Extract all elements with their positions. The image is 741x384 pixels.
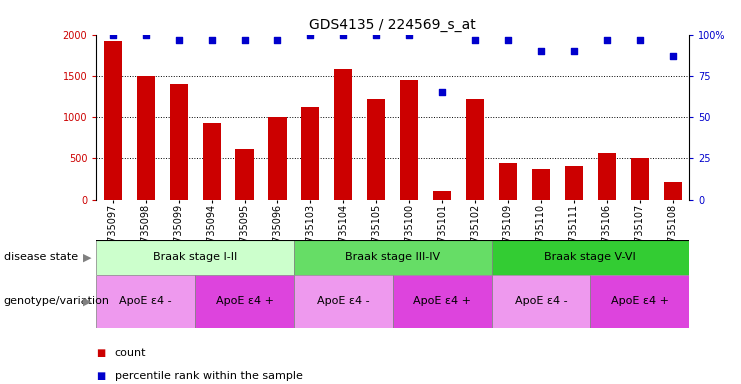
Text: Braak stage III-IV: Braak stage III-IV [345,252,440,262]
Bar [368,99,385,200]
Point [502,36,514,43]
Bar [491,275,591,328]
Bar [334,69,353,200]
Point [239,36,250,43]
Text: ▶: ▶ [83,296,91,306]
Bar [96,240,294,275]
Text: ApoE ε4 -: ApoE ε4 - [317,296,370,306]
Point [337,31,349,38]
Point [370,31,382,38]
Text: genotype/variation: genotype/variation [4,296,110,306]
Bar [236,149,253,200]
Bar [400,80,418,200]
Text: ApoE ε4 -: ApoE ε4 - [514,296,568,306]
Point [140,31,152,38]
Point [403,31,415,38]
Text: ApoE ε4 +: ApoE ε4 + [216,296,273,306]
Point [634,36,645,43]
Bar [202,123,221,200]
Text: Braak stage V-VI: Braak stage V-VI [545,252,637,262]
Point [568,48,579,54]
Point [173,36,185,43]
Bar [491,240,689,275]
Bar [195,275,294,328]
Text: ApoE ε4 +: ApoE ε4 + [611,296,668,306]
Bar [268,117,287,200]
Bar [466,99,484,200]
Bar [294,240,491,275]
Bar [170,84,187,200]
Point [107,31,119,38]
Point [469,36,481,43]
Text: ■: ■ [96,348,105,358]
Bar [136,76,155,200]
Point [206,36,218,43]
Point [667,53,679,59]
Point [271,36,283,43]
Bar [393,275,491,328]
Text: ApoE ε4 -: ApoE ε4 - [119,296,172,306]
Bar [664,182,682,200]
Text: count: count [115,348,147,358]
Bar [104,41,122,200]
Text: disease state: disease state [4,252,78,262]
Bar [433,192,451,200]
Text: ApoE ε4 +: ApoE ε4 + [413,296,471,306]
Bar [294,275,393,328]
Text: Braak stage I-II: Braak stage I-II [153,252,237,262]
Title: GDS4135 / 224569_s_at: GDS4135 / 224569_s_at [309,18,476,32]
Text: ■: ■ [96,371,105,381]
Bar [598,154,616,200]
Bar [532,169,550,200]
Bar [499,162,517,200]
Point [601,36,613,43]
Bar [631,159,649,200]
Bar [591,275,689,328]
Point [305,31,316,38]
Point [535,48,547,54]
Point [436,89,448,96]
Text: ▶: ▶ [83,252,91,262]
Bar [302,107,319,200]
Bar [96,275,195,328]
Bar [565,166,583,200]
Text: percentile rank within the sample: percentile rank within the sample [115,371,303,381]
